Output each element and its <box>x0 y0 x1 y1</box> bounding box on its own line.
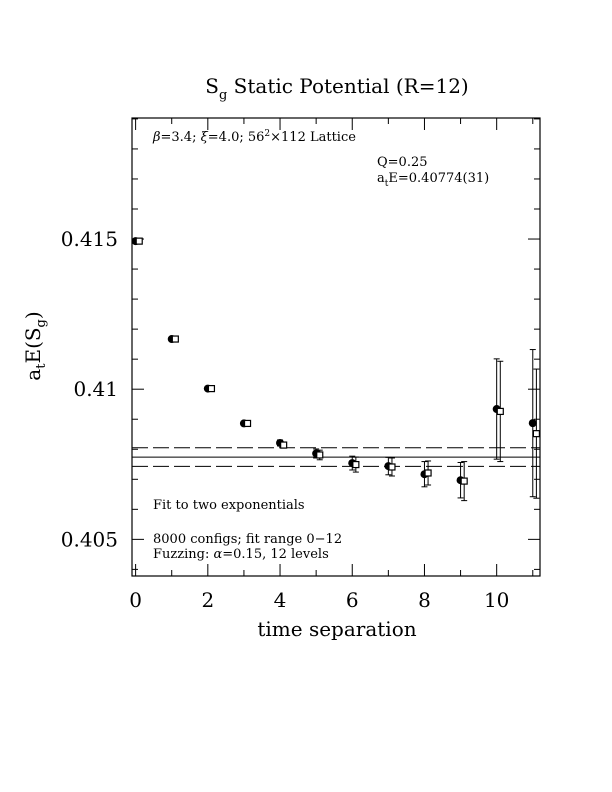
data-point-square <box>424 469 432 477</box>
x-tick-label: 8 <box>418 588 431 612</box>
y-tick-label: 0.41 <box>73 377 118 401</box>
y-tick-labels: 0.405 0.41 0.415 <box>61 227 118 551</box>
data-point-square <box>280 441 288 449</box>
fuzzing-annotation: Fuzzing: α=0.15, 12 levels <box>153 547 329 562</box>
data-point-circle <box>528 419 537 428</box>
q-annotation: Q=0.25 <box>377 155 428 170</box>
data-point-square <box>496 407 504 416</box>
configs-annotation: 8000 configs; fit range 0−12 <box>153 532 342 547</box>
data-point-square <box>207 384 216 393</box>
y-axis-title: atE(Sg) <box>21 311 49 380</box>
fit-energy-annotation: atE=0.40774(31) <box>377 171 489 189</box>
data-point-square <box>243 419 252 428</box>
series-filled-circle <box>131 237 537 499</box>
x-tick-label: 2 <box>201 588 214 612</box>
series-open-square <box>135 237 540 502</box>
x-tick-label: 6 <box>346 588 359 612</box>
data-point-square <box>460 477 468 485</box>
axis-ticks <box>132 118 540 576</box>
data-series <box>131 237 540 502</box>
x-axis-title: time separation <box>257 617 416 641</box>
chart-title: Sg Static Potential (R=12) <box>205 74 468 103</box>
fit-band <box>132 447 540 467</box>
y-tick-label: 0.405 <box>61 527 118 551</box>
data-point-square <box>352 460 360 469</box>
data-point-square <box>135 237 143 245</box>
x-tick-labels: 0 2 4 6 8 10 <box>129 588 509 612</box>
x-tick-label: 4 <box>274 588 287 612</box>
x-tick-label: 10 <box>484 588 509 612</box>
y-tick-label: 0.415 <box>61 227 118 251</box>
data-point-square <box>388 463 396 471</box>
lattice-annotation: β=3.4; ξ=4.0; 562×112 Lattice <box>152 129 356 145</box>
x-tick-label: 0 <box>129 588 142 612</box>
data-point-square <box>532 430 540 438</box>
data-point-square <box>171 335 179 343</box>
fit-method-annotation: Fit to two exponentials <box>153 498 305 513</box>
plot-frame <box>131 117 541 577</box>
data-point-square <box>316 451 324 459</box>
